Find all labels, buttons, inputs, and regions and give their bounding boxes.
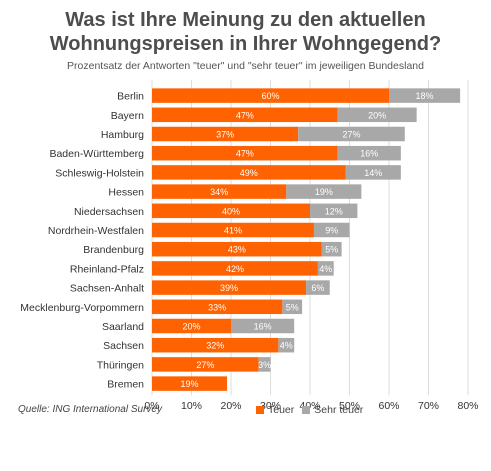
bar-sehr-teuer	[317, 261, 334, 276]
data-label-teuer: 37%	[216, 130, 234, 140]
data-label-sehr-teuer: 4%	[319, 264, 332, 274]
bar-sehr-teuer	[337, 145, 401, 161]
bar-teuer	[152, 318, 231, 334]
category-label: Baden-Württemberg	[49, 148, 144, 160]
data-label-teuer: 40%	[222, 206, 240, 216]
category-label: Bremen	[107, 379, 144, 391]
bar-teuer	[152, 299, 283, 315]
data-label-sehr-teuer: 5%	[325, 245, 338, 255]
legend-item-teuer: Teuer	[256, 404, 294, 416]
data-label-teuer: 47%	[236, 149, 254, 159]
category-label: Niedersachsen	[74, 206, 144, 218]
data-label-sehr-teuer: 18%	[416, 91, 434, 101]
x-tick-label: 0%	[144, 400, 159, 412]
legend-label-teuer: Teuer	[268, 404, 295, 416]
data-label-sehr-teuer: 20%	[368, 110, 386, 120]
bar-teuer	[152, 357, 259, 372]
chart-title-line-2: Wohnungspreisen in Ihrer Wohngegend?	[49, 33, 442, 55]
bar-teuer	[152, 280, 307, 295]
legend-item-sehr-teuer: Sehr teuer	[302, 404, 363, 416]
data-label-teuer: 60%	[261, 91, 279, 101]
data-label-teuer: 20%	[182, 322, 200, 332]
bar-sehr-teuer	[231, 318, 295, 334]
category-label: Bayern	[111, 110, 144, 122]
data-label-teuer: 47%	[236, 110, 254, 120]
bar-teuer	[152, 107, 338, 123]
data-label-teuer: 33%	[208, 302, 226, 312]
data-label-sehr-teuer: 5%	[286, 302, 299, 312]
bar-sehr-teuer	[278, 337, 295, 353]
bar-teuer	[152, 88, 389, 103]
category-label: Sachsen-Anhalt	[70, 283, 144, 295]
data-label-sehr-teuer: 16%	[254, 322, 272, 332]
x-tick-label: 70%	[418, 400, 439, 412]
category-label: Mecklenburg-Vorpommern	[20, 302, 144, 314]
legend-swatch-sehr-teuer	[302, 406, 311, 414]
category-label: Hamburg	[101, 129, 144, 141]
bar-sehr-teuer	[389, 88, 461, 103]
bar-sehr-teuer	[310, 203, 358, 219]
category-label: Sachsen	[103, 340, 144, 352]
x-tick-label: 20%	[220, 400, 241, 412]
bar-teuer	[152, 165, 346, 180]
data-label-sehr-teuer: 27%	[342, 130, 360, 140]
category-label: Rheinland-Pfalz	[70, 263, 144, 275]
data-label-teuer: 19%	[181, 379, 199, 389]
bar-teuer	[152, 222, 314, 238]
bar-teuer	[152, 241, 322, 257]
data-label-sehr-teuer: 14%	[364, 168, 382, 178]
data-label-sehr-teuer: 9%	[325, 226, 338, 236]
x-tick-label: 80%	[457, 400, 478, 412]
category-label: Brandenburg	[83, 244, 144, 256]
category-label: Schleswig-Holstein	[55, 167, 144, 179]
legend-label-sehr-teuer: Sehr teuer	[314, 404, 364, 416]
x-tick-label: 60%	[378, 400, 399, 412]
bar-sehr-teuer	[282, 299, 303, 315]
data-label-sehr-teuer: 3%	[258, 360, 271, 370]
bar-teuer	[152, 337, 279, 353]
data-label-teuer: 32%	[206, 341, 224, 351]
bar-teuer	[152, 184, 287, 199]
data-label-sehr-teuer: 4%	[280, 341, 293, 351]
data-label-sehr-teuer: 6%	[311, 283, 324, 293]
data-label-sehr-teuer: 19%	[315, 187, 333, 197]
category-label: Nordrhein-Westfalen	[48, 225, 144, 237]
source-note: Quelle: ING International Survey	[18, 404, 162, 415]
data-label-sehr-teuer: 12%	[325, 206, 343, 216]
chart-subtitle: Prozentsatz der Antworten "teuer" und "s…	[67, 60, 424, 72]
bar-sehr-teuer	[306, 280, 330, 295]
bar-sehr-teuer	[258, 357, 271, 372]
bar-sehr-teuer	[321, 241, 342, 257]
category-label: Hessen	[108, 187, 144, 199]
data-label-teuer: 43%	[228, 245, 246, 255]
data-label-sehr-teuer: 16%	[360, 149, 378, 159]
bar-sehr-teuer	[298, 126, 405, 142]
bar-sehr-teuer	[286, 184, 362, 199]
chart-title: Was ist Ihre Meinung zu den aktuellen Wo…	[0, 8, 491, 56]
data-label-teuer: 42%	[226, 264, 244, 274]
x-tick-label: 30%	[260, 400, 281, 412]
data-label-teuer: 34%	[210, 187, 228, 197]
bar-teuer	[152, 126, 299, 142]
category-label: Thüringen	[97, 359, 144, 371]
data-label-teuer: 49%	[240, 168, 258, 178]
bar-teuer	[152, 261, 318, 276]
bar-sehr-teuer	[337, 107, 417, 123]
legend-swatch-teuer	[256, 406, 264, 414]
data-label-teuer: 39%	[220, 283, 238, 293]
bar-sehr-teuer	[313, 222, 350, 238]
data-label-teuer: 41%	[224, 226, 242, 236]
category-label: Berlin	[117, 91, 144, 103]
category-label: Saarland	[102, 321, 144, 333]
data-label-teuer: 27%	[196, 360, 214, 370]
bar-sehr-teuer	[345, 165, 401, 180]
bar-teuer	[152, 203, 310, 219]
x-tick-label: 10%	[181, 400, 202, 412]
bar-teuer	[152, 145, 338, 161]
bar-teuer	[152, 376, 228, 391]
chart-title-line-1: Was ist Ihre Meinung zu den aktuellen	[65, 9, 426, 31]
x-tick-label: 50%	[339, 400, 360, 412]
legend: Teuer Sehr teuer	[256, 404, 371, 416]
